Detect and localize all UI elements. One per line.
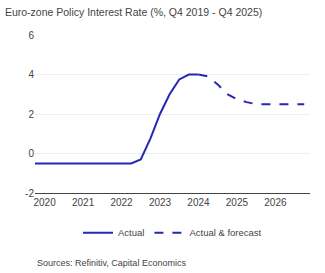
svg-text:2: 2	[28, 109, 34, 120]
svg-text:2023: 2023	[149, 197, 172, 208]
svg-text:2026: 2026	[264, 197, 287, 208]
svg-text:6: 6	[28, 30, 34, 41]
svg-text:2022: 2022	[110, 197, 133, 208]
svg-text:Euro-zone Policy Interest Rate: Euro-zone Policy Interest Rate (%, Q4 20…	[5, 6, 262, 18]
svg-text:2025: 2025	[226, 197, 249, 208]
svg-text:2020: 2020	[33, 197, 56, 208]
svg-text:Actual & forecast: Actual & forecast	[189, 227, 261, 238]
svg-text:4: 4	[28, 69, 34, 80]
svg-text:2024: 2024	[187, 197, 210, 208]
svg-text:Sources: Refinitiv, Capital Ec: Sources: Refinitiv, Capital Economics	[37, 258, 186, 268]
svg-text:0: 0	[28, 148, 34, 159]
svg-text:2021: 2021	[72, 197, 95, 208]
svg-text:-2: -2	[25, 188, 34, 199]
svg-text:Actual: Actual	[118, 227, 144, 238]
